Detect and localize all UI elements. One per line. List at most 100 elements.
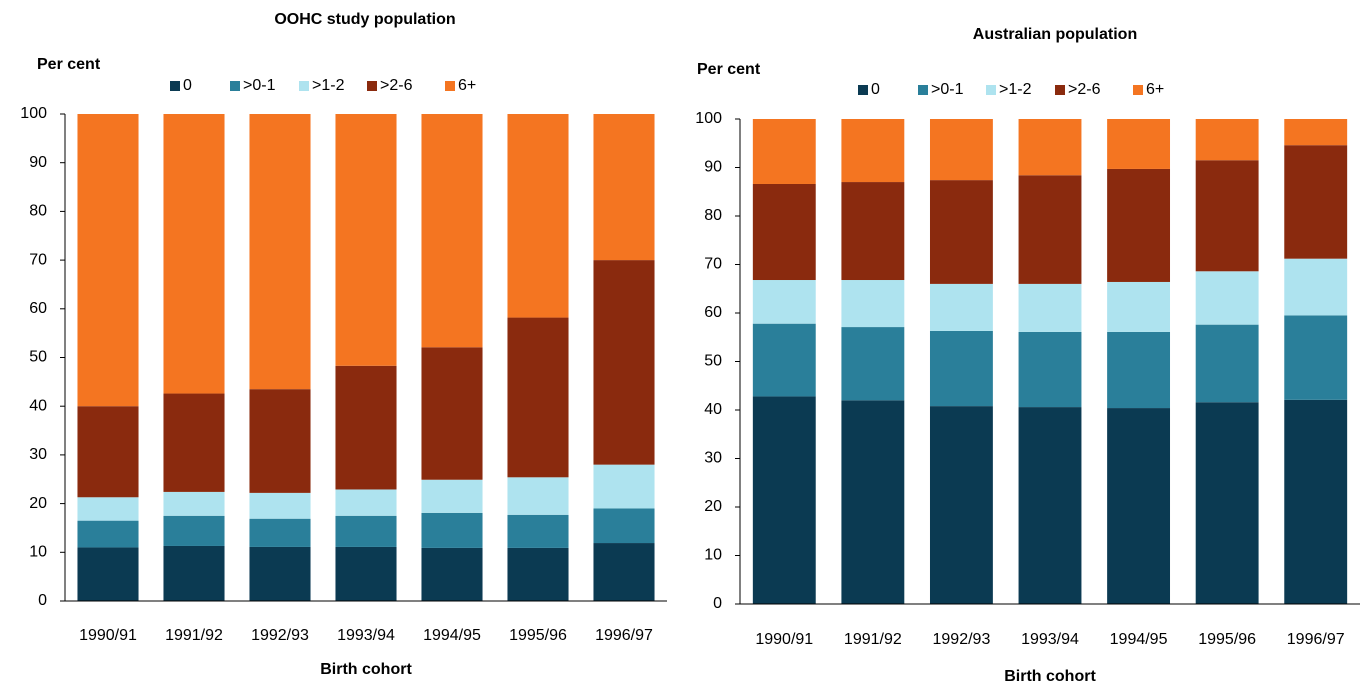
x-tick-label: 1992/93 — [933, 631, 991, 648]
y-tick-label: 0 — [38, 592, 47, 609]
x-tick-label: 1993/94 — [1021, 631, 1079, 648]
bar-segment — [752, 183, 816, 281]
bar-segment — [1284, 145, 1348, 259]
bar-segment — [929, 283, 993, 331]
y-tick-label: 0 — [713, 595, 722, 612]
y-tick-label: 90 — [704, 159, 722, 176]
bar-segment — [163, 515, 225, 546]
bar-segment — [593, 260, 655, 465]
bar-segment — [841, 280, 905, 328]
x-tick-label: 1996/97 — [595, 627, 653, 644]
bar-segment — [163, 114, 225, 394]
bar-segment — [1107, 119, 1171, 169]
bar-segment — [841, 400, 905, 604]
bar-segment — [421, 114, 483, 348]
bar-segment — [507, 114, 569, 318]
x-tick-label: 1991/92 — [844, 631, 902, 648]
bar-segment — [841, 119, 905, 183]
legend-swatch — [858, 85, 868, 95]
bar-segment — [1107, 331, 1171, 409]
legend-label: >1-2 — [312, 77, 345, 94]
bar-segment — [249, 114, 311, 390]
bar-segment — [752, 396, 816, 604]
bar-segment — [335, 515, 397, 547]
bar-segment — [841, 182, 905, 281]
bar-segment — [841, 327, 905, 401]
chart-title: Australian population — [973, 26, 1137, 43]
x-axis-title: Birth cohort — [320, 661, 412, 678]
bar-segment — [77, 114, 139, 407]
bar-segment — [507, 477, 569, 515]
y-tick-label: 30 — [29, 446, 47, 463]
bar-segment — [1284, 315, 1348, 400]
bar-segment — [1018, 175, 1082, 284]
y-tick-label: 50 — [29, 349, 47, 366]
bar-segment — [507, 547, 569, 601]
bar-segment — [1195, 160, 1259, 272]
bar-segment — [1195, 402, 1259, 604]
legend-swatch — [986, 85, 996, 95]
y-tick-label: 40 — [704, 401, 722, 418]
bar-segment — [593, 543, 655, 601]
y-tick-label: 10 — [29, 544, 47, 561]
y-tick-label: 60 — [29, 300, 47, 317]
bar-segment — [421, 547, 483, 601]
x-tick-label: 1990/91 — [755, 631, 813, 648]
legend-label: 0 — [871, 81, 880, 98]
bar-segment — [163, 393, 225, 492]
bar-segment — [752, 119, 816, 184]
x-tick-label: 1993/94 — [337, 627, 395, 644]
y-tick-label: 50 — [704, 353, 722, 370]
y-tick-label: 100 — [20, 105, 47, 122]
bar-segment — [1195, 271, 1259, 325]
bar-segment — [77, 406, 139, 498]
bar-segment — [1018, 331, 1082, 408]
x-tick-label: 1994/95 — [1110, 631, 1168, 648]
legend-swatch — [170, 81, 180, 91]
legend-label: 0 — [183, 77, 192, 94]
bar-segment — [77, 547, 139, 601]
bar-segment — [421, 479, 483, 513]
bar-segment — [929, 406, 993, 604]
legend-swatch — [367, 81, 377, 91]
y-tick-label: 80 — [29, 203, 47, 220]
legend-label: >0-1 — [931, 81, 964, 98]
bar-segment — [593, 464, 655, 509]
legend-swatch — [1133, 85, 1143, 95]
bar-segment — [593, 508, 655, 544]
legend-label: >2-6 — [380, 77, 413, 94]
y-axis-title: Per cent — [697, 61, 761, 78]
legend-swatch — [1055, 85, 1065, 95]
chart-title: OOHC study population — [274, 11, 455, 28]
bar-segment — [335, 114, 397, 366]
legend-swatch — [918, 85, 928, 95]
bar-segment — [249, 546, 311, 601]
bar-segment — [752, 323, 816, 397]
y-tick-label: 100 — [695, 110, 722, 127]
legend-label: >0-1 — [243, 77, 276, 94]
bar-segment — [77, 520, 139, 548]
y-tick-label: 20 — [29, 495, 47, 512]
y-tick-label: 90 — [29, 154, 47, 171]
y-tick-label: 20 — [704, 498, 722, 515]
bar-segment — [1195, 119, 1259, 161]
bar-segment — [77, 497, 139, 521]
bar-segment — [249, 492, 311, 519]
bar-segment — [1284, 119, 1348, 146]
y-tick-label: 30 — [704, 450, 722, 467]
bar-segment — [163, 491, 225, 516]
y-tick-label: 80 — [704, 207, 722, 224]
y-tick-label: 70 — [704, 256, 722, 273]
x-tick-label: 1992/93 — [251, 627, 309, 644]
bar-segment — [507, 317, 569, 478]
bar-segment — [1107, 281, 1171, 332]
x-tick-label: 1991/92 — [165, 627, 223, 644]
x-tick-label: 1995/96 — [509, 627, 567, 644]
legend-label: >1-2 — [999, 81, 1032, 98]
bar-segment — [1018, 407, 1082, 604]
legend-swatch — [445, 81, 455, 91]
bar-segment — [421, 347, 483, 480]
legend-label: 6+ — [1146, 81, 1164, 98]
bar-segment — [1284, 399, 1348, 604]
bar-segment — [929, 119, 993, 181]
